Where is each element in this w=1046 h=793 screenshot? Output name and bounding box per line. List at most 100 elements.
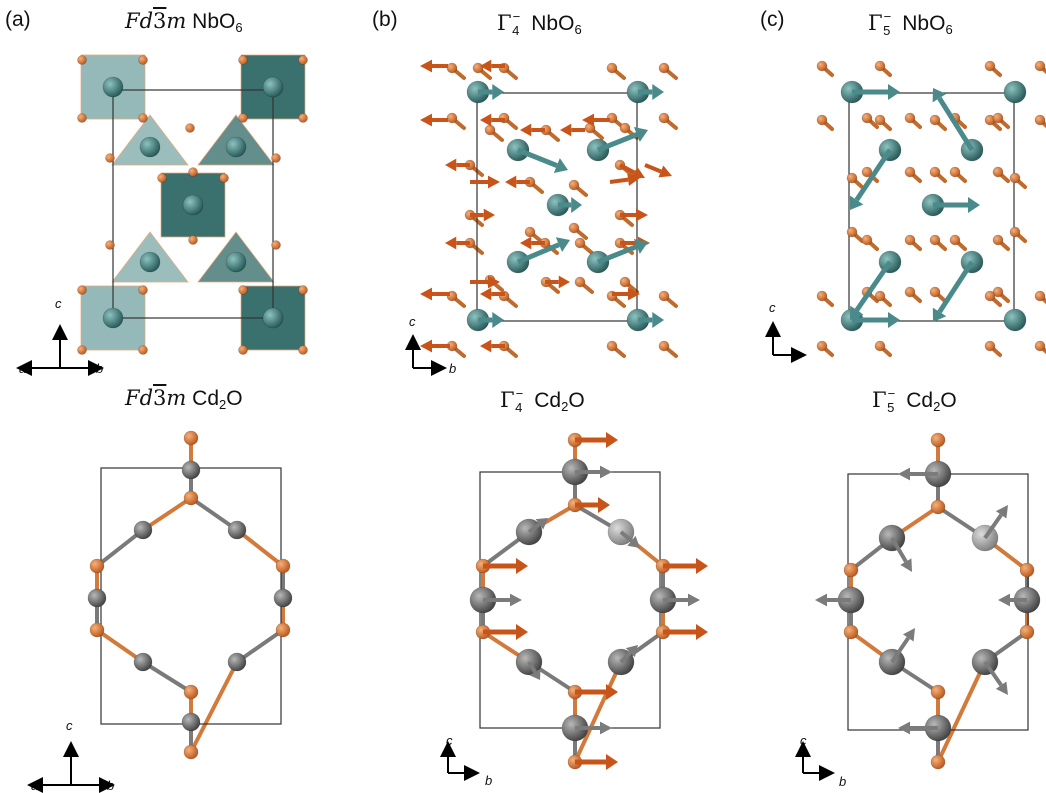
oxygen-atom	[298, 345, 308, 355]
arrow-shaft	[609, 177, 629, 184]
arrow-shaft	[517, 242, 560, 265]
displacement-arrow	[932, 88, 975, 152]
axis-label-c-a-top: c	[55, 296, 62, 311]
arrow-shaft	[527, 660, 537, 673]
oxygen-atom	[138, 285, 148, 295]
axes-layer	[16, 321, 835, 793]
arrow-head	[968, 197, 980, 213]
displacement-arrow	[850, 260, 893, 320]
arrow-head	[898, 721, 910, 735]
arrow-head	[488, 275, 500, 289]
displacement-arrow	[815, 593, 851, 607]
displacement-arrow	[582, 113, 610, 127]
arrow-head	[900, 558, 912, 572]
displacement-arrow	[932, 260, 975, 322]
displacement-arrow	[597, 239, 648, 265]
displacement-arrow	[470, 175, 500, 189]
displacement-arrow	[998, 593, 1027, 607]
arrow-head	[888, 312, 900, 328]
title-c-top: Γ−5 NbO6	[868, 9, 953, 38]
cd-atom	[227, 652, 247, 672]
title-b-top: Γ−4 NbO6	[497, 9, 582, 38]
displacement-arrow	[644, 163, 672, 178]
displacement-arrow	[517, 237, 570, 265]
cd-atom	[227, 520, 247, 540]
displacement-arrow	[470, 275, 500, 289]
panel-label-b: (b)	[372, 8, 398, 31]
displacement-arrow	[890, 628, 915, 664]
oxygen-atom	[271, 240, 281, 250]
nb-atom	[225, 251, 247, 273]
oxygen-atom	[275, 622, 291, 638]
oxygen-atom	[861, 166, 873, 178]
arrow-head	[505, 175, 517, 189]
arrow-head	[480, 287, 492, 301]
arrow-head	[815, 593, 827, 607]
arrow-head	[420, 287, 432, 301]
oxygen-atom	[105, 240, 115, 250]
oxygen-atom	[472, 62, 484, 74]
oxygen-atom	[658, 290, 670, 302]
arrow-head	[488, 175, 500, 189]
bond	[189, 496, 239, 532]
oxygen-atom	[238, 285, 248, 295]
displacement-arrow	[619, 530, 640, 548]
arrow-shaft	[527, 522, 541, 534]
displacement-arrow	[898, 467, 938, 481]
axis-label-b-b-bot: b	[485, 773, 493, 788]
displacement-arrow	[445, 236, 470, 250]
unit-cell	[848, 92, 1015, 322]
oxygen-atom	[1034, 340, 1046, 352]
oxygen-atom	[846, 226, 858, 238]
displacement-arrow	[850, 148, 893, 210]
arrow-head	[932, 307, 947, 322]
bond	[235, 528, 285, 568]
bond	[141, 496, 193, 532]
bond	[936, 660, 987, 764]
nb-atom	[225, 136, 247, 158]
arrow-head	[529, 668, 541, 680]
arrow-head	[625, 645, 638, 658]
arrow-head	[606, 754, 618, 770]
arrow-head	[516, 624, 528, 640]
displacement-arrow	[619, 645, 638, 664]
bond	[235, 628, 285, 664]
arrow-head	[510, 593, 522, 607]
oxygen-atom	[89, 558, 105, 574]
arrow-head	[627, 173, 640, 186]
arrow-head	[598, 497, 610, 513]
oxygen-atom	[574, 276, 586, 288]
oxygen-atom	[275, 558, 291, 574]
oxygen-atom	[992, 112, 1004, 124]
axis-label-b-b-top: b	[449, 361, 457, 376]
oxygen-atom	[874, 340, 886, 352]
oxygen-atom	[658, 340, 670, 352]
arrow-head	[582, 113, 594, 127]
displacement-arrow	[890, 536, 912, 572]
oxygen-atom	[930, 499, 946, 515]
arrow-shaft	[597, 244, 638, 265]
oxygen-atom	[929, 166, 941, 178]
displacement-arrow	[545, 275, 570, 289]
arrow-shaft	[890, 636, 910, 664]
oxygen-atom	[816, 290, 828, 302]
oxygen-atom	[929, 286, 941, 298]
arrow-shaft	[619, 163, 636, 175]
displacement-arrow	[558, 197, 582, 213]
oxygen-atom	[188, 167, 198, 177]
arrow-shaft	[619, 651, 632, 664]
oxygen-atom	[77, 345, 87, 355]
arrow-shaft	[890, 536, 908, 563]
nb-atom	[1003, 308, 1027, 332]
arrow-head	[631, 166, 645, 179]
displacement-arrow	[663, 558, 708, 574]
arrow-head	[606, 684, 618, 700]
oxygen-atom	[238, 345, 248, 355]
arrow-shaft	[597, 132, 638, 153]
oxygen-atom	[904, 234, 916, 246]
oxygen-atom	[949, 166, 961, 178]
arrow-head	[888, 84, 900, 100]
oxygen-atom	[929, 114, 941, 126]
arrow-head	[600, 465, 612, 479]
displacement-arrow	[575, 432, 618, 448]
